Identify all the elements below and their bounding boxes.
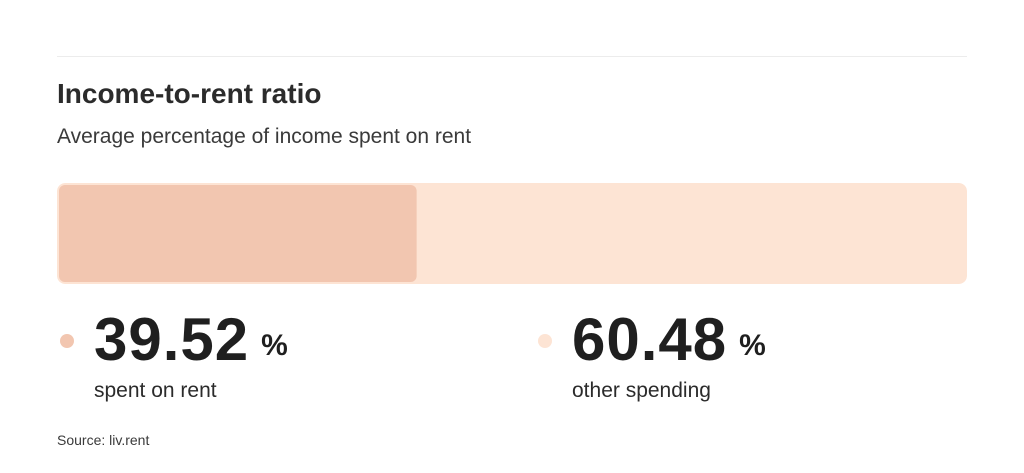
ratio-bar-chart (57, 183, 967, 284)
top-divider (57, 56, 967, 57)
ratio-bar (57, 183, 967, 284)
rent-value-unit: % (261, 329, 288, 362)
chart-subtitle: Average percentage of income spent on re… (57, 125, 472, 148)
other-value-number: 60.48 (572, 306, 728, 373)
source-note: Source: liv.rent (57, 432, 150, 448)
other-value: 60.48% (572, 304, 766, 376)
other-value-unit: % (739, 329, 766, 362)
rent-value: 39.52% (94, 304, 288, 376)
rent-label: spent on rent (94, 379, 217, 402)
other-label: other spending (572, 379, 711, 402)
chart-title: Income-to-rent ratio (57, 78, 322, 109)
other-legend-dot (538, 334, 552, 348)
rent-value-number: 39.52 (94, 306, 250, 373)
rent-legend-dot (60, 334, 74, 348)
bar-segment-spent-on-rent (59, 185, 417, 282)
